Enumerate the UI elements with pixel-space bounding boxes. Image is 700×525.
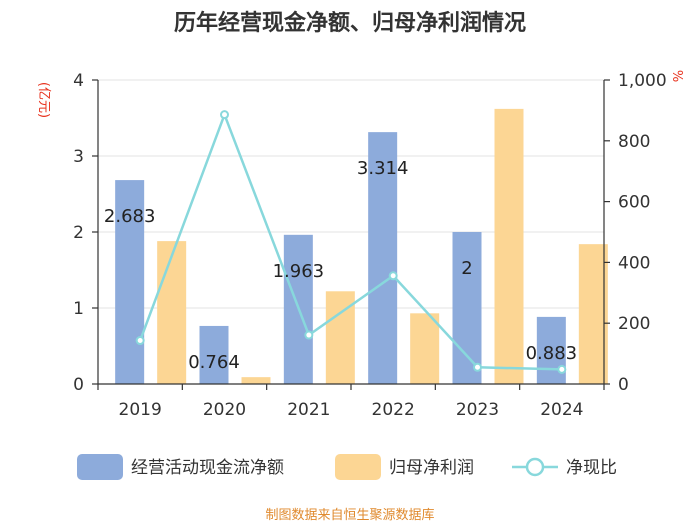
y-left-unit-label: (亿元)	[36, 82, 51, 118]
x-tick-label: 2022	[372, 400, 415, 420]
legend[interactable]: 经营活动现金流净额 归母净利润 净现比	[77, 454, 617, 480]
data-labels: 2.683 0.764 1.963 3.314 2 0.883	[104, 158, 577, 373]
x-tick-label: 2023	[456, 400, 499, 420]
bar-operating-cashflow	[368, 132, 398, 384]
data-label: 0.883	[526, 343, 578, 364]
source-note: 制图数据来自恒生聚源数据库	[265, 507, 434, 523]
legend-item-net-profit[interactable]: 归母净利润	[335, 454, 474, 480]
bar-net-profit	[241, 377, 271, 384]
x-tick-label: 2020	[203, 400, 246, 420]
y-left-tick-label: 0	[73, 375, 84, 395]
bar-net-profit	[578, 244, 608, 384]
ratio-point	[304, 330, 314, 340]
ratio-line	[135, 110, 567, 374]
legend-item-operating-cashflow[interactable]: 经营活动现金流净额	[77, 454, 284, 480]
data-label: 0.764	[188, 352, 240, 373]
ratio-point	[220, 110, 229, 120]
x-tick-label: 2019	[119, 400, 162, 420]
bar-operating-cashflow	[452, 232, 482, 384]
ratio-point	[135, 336, 145, 346]
data-label: 2.683	[104, 206, 156, 227]
ratio-line-path	[138, 111, 562, 371]
y-left-tick-label: 3	[73, 147, 84, 167]
bar-net-profit	[494, 108, 524, 384]
legend-swatch	[77, 454, 123, 480]
y-left-tick-label: 2	[73, 223, 84, 243]
ratio-point	[557, 364, 567, 374]
legend-marker	[525, 457, 545, 477]
y-left-tick-label: 4	[73, 71, 84, 91]
data-label: 2	[461, 258, 472, 279]
x-tick-label: 2024	[540, 400, 583, 420]
bar-operating-cashflow	[115, 180, 145, 384]
bar-operating-cashflow	[199, 325, 229, 384]
data-label: 1.963	[273, 261, 325, 282]
axes: 0 1 2 3 4 0 200 400 600 800 1,000 2019 2020 2021 2022 2…	[73, 71, 667, 420]
bar-net-profit	[157, 241, 187, 384]
chart-title: 历年经营现金净额、归母净利润情况	[174, 10, 526, 36]
ratio-point	[388, 271, 398, 281]
y-right-tick-label: 400	[618, 253, 650, 273]
legend-label: 净现比	[566, 458, 617, 478]
bars	[115, 108, 608, 384]
legend-label: 经营活动现金流净额	[131, 458, 284, 478]
legend-item-ratio[interactable]: 净现比	[512, 457, 617, 478]
data-label: 3.314	[357, 158, 409, 179]
y-left-tick-label: 1	[73, 299, 84, 319]
ratio-point	[473, 362, 482, 372]
x-tick-label: 2021	[287, 400, 330, 420]
bar-net-profit	[410, 313, 440, 384]
y-right-tick-label: 200	[618, 314, 650, 334]
legend-swatch	[335, 454, 381, 480]
y-right-tick-label: 600	[618, 193, 650, 213]
y-right-tick-label: 1,000	[618, 71, 667, 91]
legend-label: 归母净利润	[389, 458, 474, 478]
y-right-tick-label: 800	[618, 132, 650, 152]
y-right-unit-label: %	[669, 70, 684, 82]
y-right-tick-label: 0	[618, 375, 629, 395]
